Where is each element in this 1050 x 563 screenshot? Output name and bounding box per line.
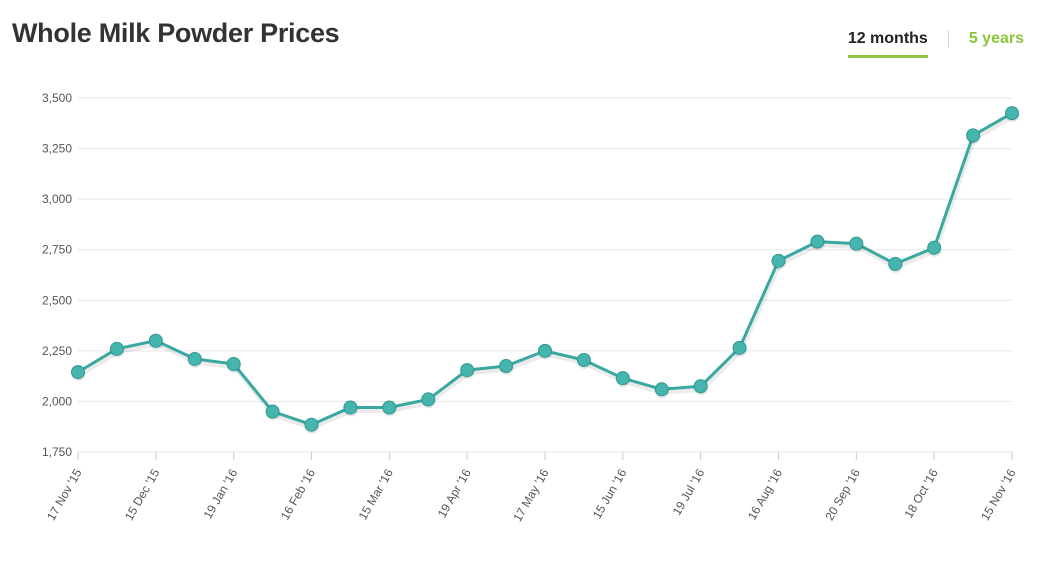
series-line bbox=[77, 111, 1013, 427]
data-point bbox=[576, 352, 591, 367]
data-point bbox=[654, 382, 669, 397]
data-point bbox=[849, 236, 864, 251]
data-point bbox=[460, 363, 475, 378]
x-tick-label: 16 Aug '16 bbox=[745, 466, 785, 522]
x-tick-label: 19 Jul '16 bbox=[670, 466, 708, 517]
data-point bbox=[226, 357, 241, 372]
x-tick-label: 18 Oct '16 bbox=[901, 466, 940, 520]
y-tick-label: 3,250 bbox=[42, 142, 72, 156]
data-point bbox=[499, 359, 514, 374]
x-tick-label: 15 Jun '16 bbox=[590, 466, 630, 521]
data-point bbox=[343, 400, 358, 415]
x-tick-label: 19 Apr '16 bbox=[435, 466, 474, 520]
page-title: Whole Milk Powder Prices bbox=[12, 18, 340, 48]
y-tick-label: 3,000 bbox=[42, 192, 72, 206]
data-point bbox=[382, 400, 397, 415]
data-point bbox=[265, 404, 280, 419]
tab-5-years[interactable]: 5 years bbox=[968, 30, 1024, 47]
data-point bbox=[304, 417, 319, 432]
x-tick-label: 17 Nov '15 bbox=[44, 466, 85, 523]
data-point bbox=[693, 379, 708, 394]
series-line-shadow bbox=[77, 114, 1015, 431]
data-point bbox=[148, 333, 163, 348]
y-tick-label: 2,500 bbox=[42, 293, 72, 307]
data-point bbox=[966, 128, 981, 143]
y-tick-label: 2,000 bbox=[42, 394, 72, 408]
data-point bbox=[187, 351, 202, 366]
data-point bbox=[71, 365, 85, 380]
data-point bbox=[615, 371, 630, 386]
x-tick-label: 15 Nov '16 bbox=[978, 466, 1019, 523]
x-tick-label: 15 Dec '15 bbox=[122, 466, 163, 523]
range-tabs: 12 months 5 years bbox=[847, 30, 1024, 58]
x-tick-label: 16 Feb '16 bbox=[278, 466, 318, 522]
tab-12-months[interactable]: 12 months bbox=[847, 30, 928, 58]
x-tick-label: 15 Mar '16 bbox=[356, 466, 396, 522]
y-tick-label: 2,750 bbox=[42, 243, 72, 257]
data-point bbox=[109, 341, 124, 356]
x-tick-label: 19 Jan '16 bbox=[201, 466, 241, 521]
y-tick-label: 1,750 bbox=[42, 445, 72, 459]
data-point bbox=[538, 343, 552, 358]
data-point bbox=[927, 240, 942, 255]
y-tick-label: 3,500 bbox=[42, 91, 72, 105]
data-point bbox=[771, 253, 786, 268]
data-point bbox=[1005, 106, 1019, 121]
y-tick-label: 2,250 bbox=[42, 344, 72, 358]
data-point bbox=[421, 392, 436, 407]
x-tick-label: 20 Sep '16 bbox=[822, 466, 863, 523]
x-tick-label: 17 May '16 bbox=[510, 466, 551, 524]
data-point bbox=[732, 340, 747, 355]
data-point bbox=[810, 234, 825, 249]
tab-divider bbox=[947, 30, 949, 48]
data-point bbox=[888, 256, 903, 271]
